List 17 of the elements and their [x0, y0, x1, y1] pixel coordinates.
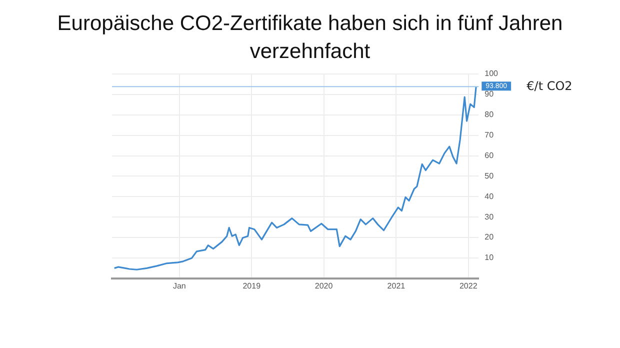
y-tick-label: 40	[484, 192, 494, 201]
x-tick-label: 2022	[459, 281, 478, 290]
y-tick-label: 70	[484, 130, 494, 140]
x-tick-label: 2020	[314, 281, 334, 290]
y-tick-label: 60	[484, 150, 494, 160]
x-tick-label: 2019	[242, 281, 262, 290]
y-tick-label: 50	[484, 171, 494, 180]
x-tick-label: 2021	[387, 281, 406, 290]
y-tick-label: 20	[484, 232, 494, 242]
y-axis-title: €/t CO2	[526, 79, 572, 94]
y-tick-label: 30	[484, 212, 494, 222]
chart-title: Europäische CO2-Zertifikate haben sich in fünf Jahren verzehnfacht	[56, 11, 564, 65]
y-tick-label: 90	[484, 90, 494, 99]
y-tick-label: 10	[484, 253, 494, 262]
x-tick-label: Jan	[172, 281, 186, 290]
y-tick-label: 100	[484, 69, 499, 78]
y-tick-label: 80	[484, 110, 494, 120]
